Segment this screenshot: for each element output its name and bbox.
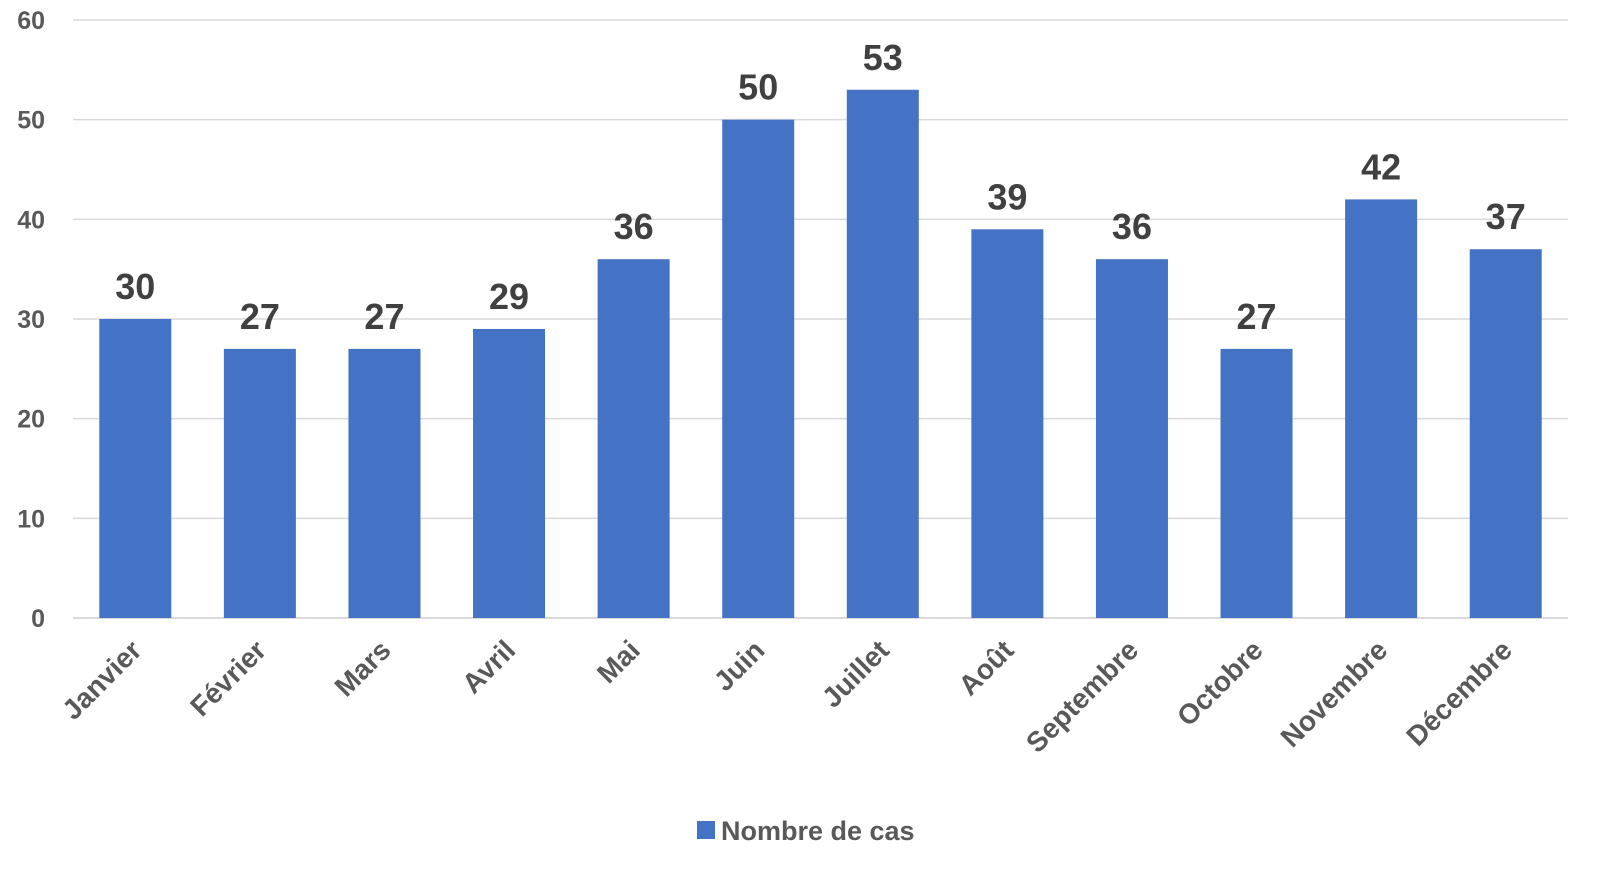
bar	[473, 328, 546, 618]
x-category-label: Juillet	[816, 634, 895, 713]
y-tick-label: 30	[17, 306, 45, 334]
bar-value-label: 27	[240, 296, 280, 337]
bar	[722, 119, 795, 619]
x-category-label: Novembre	[1275, 634, 1394, 753]
legend: Nombre de cas	[697, 816, 915, 846]
bars	[99, 89, 1542, 619]
bar	[223, 348, 296, 618]
y-tick-label: 10	[17, 505, 45, 533]
bar-value-label: 27	[364, 296, 404, 337]
bar-value-label: 37	[1486, 196, 1526, 237]
bar-value-label: 50	[738, 67, 778, 108]
gridlines	[73, 19, 1568, 619]
x-category-label: Décembre	[1400, 634, 1518, 752]
bar	[1220, 348, 1293, 618]
y-tick-label: 50	[17, 107, 45, 135]
bar	[971, 229, 1044, 619]
y-tick-label: 60	[17, 7, 45, 35]
x-axis-labels: Janvier Février Mars Avril Mai Juin Juillet Aoû…	[56, 634, 1518, 758]
bar	[348, 348, 421, 618]
bar	[1095, 259, 1168, 618]
bar-value-label: 42	[1361, 146, 1401, 187]
x-category-label: Mai	[591, 634, 646, 689]
bar-value-label: 30	[115, 266, 155, 307]
y-tick-label: 0	[31, 605, 45, 633]
data-labels: 30 27 27 29 36 50 53 39 36 27 42 37	[115, 37, 1525, 337]
bar	[1345, 199, 1418, 618]
bar-value-label: 39	[987, 176, 1027, 217]
bar-value-label: 29	[489, 276, 529, 317]
x-category-label: Février	[184, 634, 272, 722]
legend-label: Nombre de cas	[721, 816, 915, 846]
bar-value-label: 36	[1112, 206, 1152, 247]
bar	[846, 89, 919, 619]
bar	[597, 259, 670, 618]
legend-swatch	[697, 821, 715, 839]
x-category-label: Janvier	[56, 634, 147, 725]
y-tick-label: 20	[17, 406, 45, 434]
bar	[1469, 249, 1542, 618]
y-tick-label: 40	[17, 206, 45, 234]
y-axis-ticks: 0 10 20 30 40 50 60	[17, 7, 45, 633]
bar-value-label: 53	[863, 37, 903, 78]
x-category-label: Avril	[456, 634, 521, 699]
bar-value-label: 36	[614, 206, 654, 247]
x-category-label: Septembre	[1020, 634, 1144, 758]
x-category-label: Octobre	[1171, 634, 1269, 732]
x-category-label: Août	[953, 634, 1020, 701]
bar-value-label: 27	[1237, 296, 1277, 337]
x-category-label: Mars	[329, 634, 397, 702]
x-category-label: Juin	[708, 634, 771, 697]
bar	[99, 319, 172, 618]
